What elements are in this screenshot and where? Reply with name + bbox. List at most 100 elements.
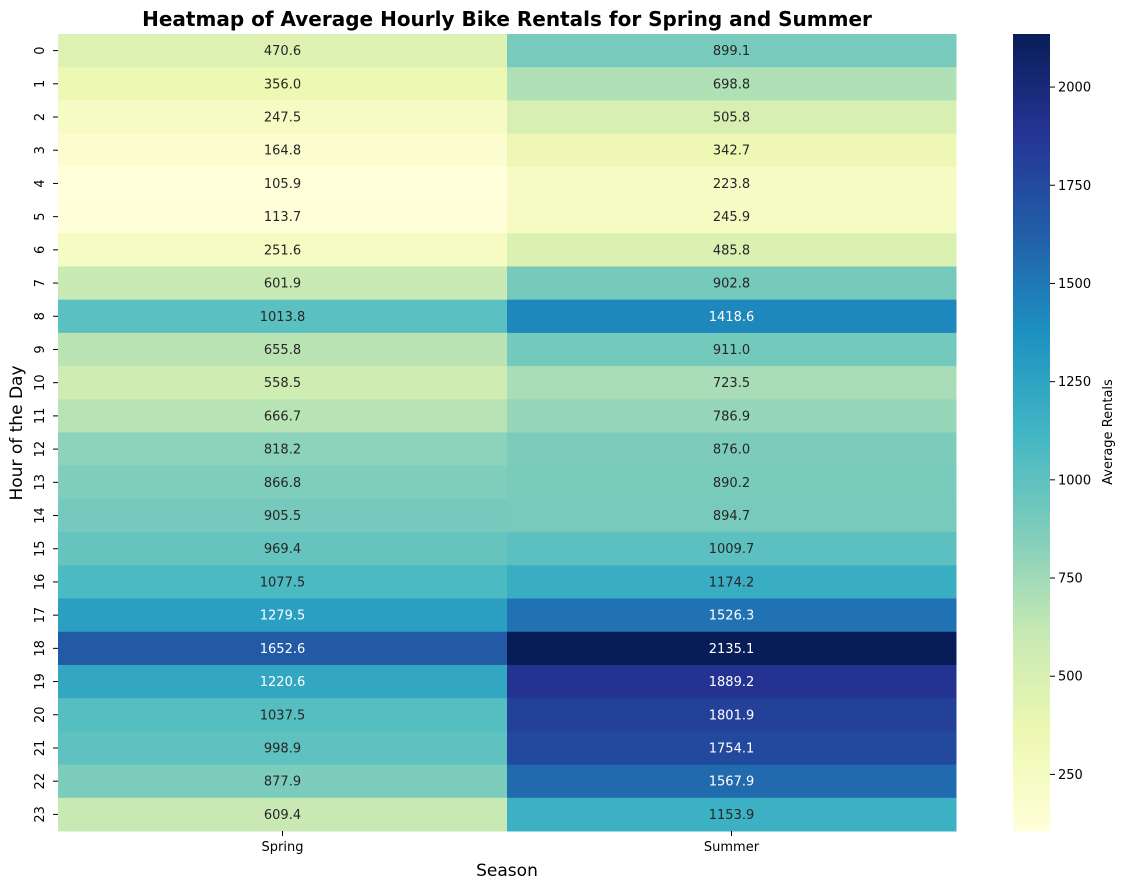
heatmap-cell [58,399,508,433]
y-tick-label: 21 [33,740,48,757]
heatmap-cell [507,299,957,334]
cell-value-label: 876.0 [713,443,750,458]
cell-value-label: 998.9 [264,741,301,756]
cell-value-label: 1174.2 [709,575,755,590]
heatmap-cell [507,166,957,201]
cell-value-label: 1153.9 [709,808,755,823]
heatmap-cell [507,200,957,234]
y-tick-label: 11 [33,408,48,425]
heatmap-cell [58,200,508,234]
colorbar-tick-label: 750 [1058,572,1083,587]
heatmap-cell [507,698,957,732]
cell-value-label: 113.7 [264,210,301,225]
y-tick-label: 5 [33,213,48,221]
heatmap-cell [58,67,508,101]
heatmap-cell [507,366,957,400]
y-axis-label: Hour of the Day [7,365,27,500]
cell-value-label: 1652.6 [260,642,306,657]
cell-value-label: 1013.8 [260,310,306,325]
cell-value-label: 1889.2 [709,675,755,690]
cell-value-label: 1037.5 [260,708,306,723]
heatmap-cell [507,598,957,633]
cell-value-label: 609.4 [264,808,301,823]
heatmap-cell [58,332,508,367]
y-tick-label: 14 [33,507,48,524]
heatmap-cell [58,532,508,566]
heatmap-cell [58,565,508,600]
cell-value-label: 2135.1 [709,642,755,657]
cell-value-label: 558.5 [264,376,301,391]
cell-value-label: 911.0 [713,343,750,358]
colorbar-tick-label: 1250 [1058,375,1091,390]
cell-value-label: 164.8 [264,144,301,159]
heatmap-cell [507,332,957,367]
colorbar-label: Average Rentals [1101,379,1116,485]
y-tick-label: 10 [33,374,48,391]
cell-value-label: 905.5 [264,509,301,524]
y-tick-label: 12 [33,441,48,458]
cell-value-label: 655.8 [264,343,301,358]
cell-value-label: 698.8 [713,77,750,92]
y-tick-label: 0 [33,46,48,54]
y-tick-label: 4 [33,179,48,187]
heatmap-cell [507,465,957,500]
heatmap-cell [58,166,508,201]
y-tick-label: 17 [33,607,48,624]
cell-value-label: 1567.9 [709,775,755,790]
heatmap-cell [58,664,508,699]
y-tick-label: 19 [33,673,48,690]
cell-value-label: 894.7 [713,509,750,524]
cell-value-label: 818.2 [264,443,301,458]
colorbar-tick-label: 1750 [1058,179,1091,194]
x-tick-label: Spring [262,840,304,855]
colorbar: 250 500 750 1000 1250 1500 1750 2000 [1013,34,1091,831]
heatmap-cell [507,664,957,699]
heatmap-cell [507,797,957,832]
x-tick-label: Summer [704,840,760,855]
heatmap-cell [58,731,508,766]
cell-value-label: 969.4 [264,542,301,557]
y-tick-label: 7 [33,279,48,287]
cell-value-label: 251.6 [264,243,301,258]
cell-value-label: 866.8 [264,476,301,491]
x-axis-label: Season [476,861,538,881]
y-tick-label: 1 [33,80,48,88]
heatmap-cell [507,266,957,301]
heatmap-cell [507,233,957,267]
heatmap-cell [507,565,957,600]
y-tick-label: 23 [33,806,48,823]
cell-value-label: 1220.6 [260,675,306,690]
cell-value-label: 105.9 [264,177,301,192]
y-tick-label: 3 [33,146,48,154]
heatmap-cell [507,731,957,766]
cell-value-label: 1801.9 [709,708,755,723]
heatmap-cell [58,698,508,732]
y-tick-label: 8 [33,312,48,320]
heatmap-cell [58,366,508,400]
cell-value-label: 1526.3 [709,609,755,624]
heatmap-cell [507,67,957,101]
heatmap-cell [507,631,957,666]
cell-value-label: 877.9 [264,775,301,790]
cell-value-label: 601.9 [264,277,301,292]
y-tick-label: 18 [33,640,48,657]
colorbar-tick-label: 500 [1058,670,1083,685]
cell-value-label: 902.8 [713,277,750,292]
colorbar-tick-label: 2000 [1058,81,1091,96]
cell-value-label: 723.5 [713,376,750,391]
heatmap-cell [507,133,957,168]
heatmap-cell [507,399,957,433]
heatmap-cells: 470.6 899.1 356.0 698.8 247.5 505.8 164.8 342.7… [58,34,957,832]
cell-value-label: 247.5 [264,111,301,126]
heatmap-cell [58,133,508,168]
cell-value-label: 223.8 [713,177,750,192]
y-tick-label: 13 [33,474,48,491]
chart-title: Heatmap of Average Hourly Bike Rentals f… [142,7,872,31]
y-tick-label: 20 [33,706,48,723]
cell-value-label: 786.9 [713,409,750,424]
cell-value-label: 356.0 [264,77,301,92]
cell-value-label: 666.7 [264,409,301,424]
colorbar-tick-label: 250 [1058,768,1083,783]
heatmap-cell [58,299,508,334]
